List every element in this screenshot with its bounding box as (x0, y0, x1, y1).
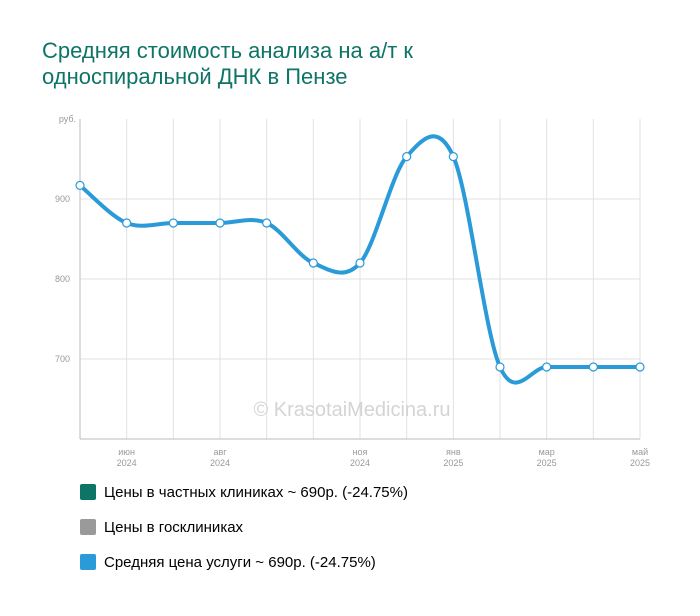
legend-swatch-average (80, 554, 96, 570)
points-layer (75, 152, 645, 372)
data-point (308, 258, 318, 268)
x-tick-label-month: май (632, 447, 648, 457)
x-tick-label-month: мар (539, 447, 555, 457)
data-point (542, 362, 552, 372)
x-tick-label-month: янв (446, 447, 461, 457)
watermark: © KrasotaiMedicina.ru (253, 399, 450, 421)
x-tick-label-year: 2024 (117, 458, 137, 468)
y-unit-label: руб. (59, 114, 76, 124)
x-tick-label-month: авг (213, 447, 227, 457)
legend-label-average: Средняя цена услуги ~ 690р. (-24.75%) (104, 554, 376, 571)
data-point (588, 362, 598, 372)
line-chart: © KrasotaiMedicina.ru 700800900руб.июн20… (55, 114, 650, 468)
x-tick-label-year: 2025 (443, 458, 463, 468)
y-tick-label: 700 (55, 354, 70, 364)
legend-swatch-private (80, 484, 96, 500)
y-tick-label: 800 (55, 274, 70, 284)
chart-title: Средняя стоимость анализа на а/т к однос… (42, 38, 642, 90)
legend-swatch-public (80, 519, 96, 535)
data-point (122, 218, 132, 228)
x-tick-label-year: 2025 (630, 458, 650, 468)
y-tick-label: 900 (55, 194, 70, 204)
data-point (215, 218, 225, 228)
data-point (635, 362, 645, 372)
chart-axes (79, 119, 640, 440)
chart-grid (80, 119, 641, 439)
chart-title-line-2: односпиральной ДНК в Пензе (42, 64, 348, 89)
data-point (75, 180, 85, 190)
data-point (355, 258, 365, 268)
data-point (262, 218, 272, 228)
data-point (495, 362, 505, 372)
chart-title-line-1: Средняя стоимость анализа на а/т к (42, 38, 414, 63)
series-line-average (78, 134, 642, 385)
series-layer (78, 134, 642, 385)
x-tick-label-month: июн (118, 447, 135, 457)
data-point (168, 218, 178, 228)
x-tick-label-year: 2024 (350, 458, 370, 468)
tick-labels: 700800900руб.июн2024авг2024ноя2024янв202… (55, 114, 650, 468)
x-tick-label-month: ноя (353, 447, 368, 457)
x-tick-label-year: 2024 (210, 458, 230, 468)
legend-label-public: Цены в госклиниках (104, 519, 244, 536)
x-tick-label-year: 2025 (537, 458, 557, 468)
data-point (402, 152, 412, 162)
legend-label-private: Цены в частных клиниках ~ 690р. (-24.75%… (104, 484, 408, 501)
data-point (448, 152, 458, 162)
